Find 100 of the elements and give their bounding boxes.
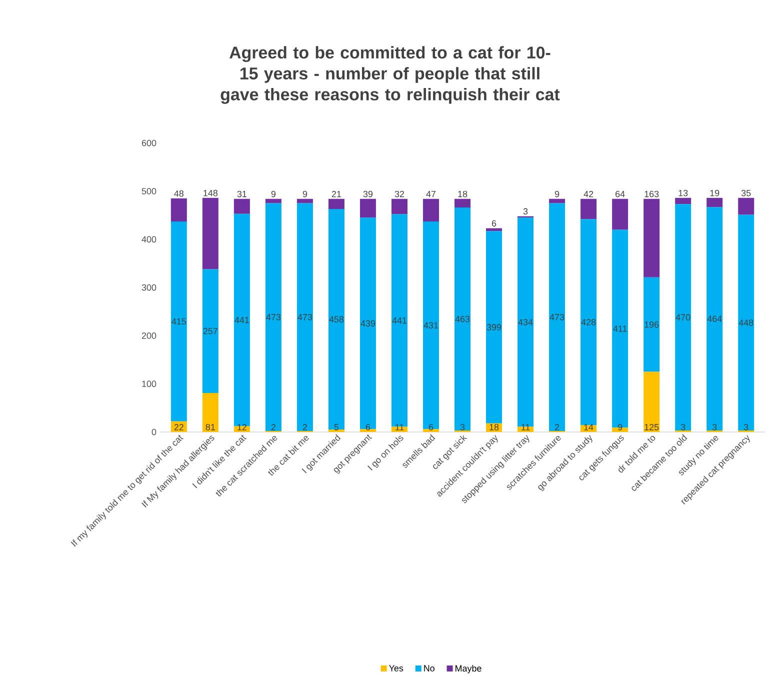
data-label: 18 — [458, 190, 468, 198]
y-tick-label: 300 — [142, 284, 156, 291]
bar — [170, 222, 187, 422]
data-label: 13 — [678, 190, 688, 196]
bar — [486, 231, 502, 424]
bar — [265, 203, 282, 432]
legend-label: No — [424, 665, 434, 672]
data-label: 163 — [644, 190, 659, 198]
data-label: 125 — [644, 424, 659, 430]
bar — [391, 198, 408, 214]
data-label: 9 — [554, 190, 560, 198]
data-label: 196 — [644, 321, 659, 328]
data-label: 19 — [710, 190, 720, 196]
data-label: 5 — [334, 424, 339, 430]
data-label: 3 — [523, 208, 528, 215]
bar — [644, 198, 660, 278]
data-label: 2 — [271, 424, 276, 430]
data-label: 18 — [490, 424, 499, 430]
bar — [644, 277, 660, 372]
data-label: 428 — [581, 319, 596, 326]
bar — [360, 218, 376, 430]
bar — [422, 198, 439, 222]
data-label: 257 — [203, 328, 218, 334]
data-label: 9 — [302, 190, 308, 198]
data-label: 399 — [486, 324, 502, 330]
bar — [675, 198, 692, 204]
bar — [296, 203, 313, 432]
chart-title: Agreed to be committed to a cat for 10-15 years - number of people that still gave these reasons to relinquish their cat — [220, 46, 560, 104]
data-label: 2 — [554, 424, 560, 430]
data-label: 31 — [237, 190, 246, 198]
bar — [580, 198, 597, 220]
bar — [549, 203, 566, 432]
legend-label: Yes — [389, 665, 404, 672]
data-label: 39 — [363, 190, 373, 198]
bar — [360, 198, 376, 218]
data-label: 463 — [455, 316, 470, 322]
bar — [454, 198, 471, 208]
data-label: 441 — [234, 316, 249, 324]
data-label: 3 — [744, 424, 748, 430]
data-label: 9 — [271, 190, 276, 198]
bar — [202, 198, 218, 270]
data-label: 148 — [204, 190, 218, 196]
bar — [202, 269, 218, 393]
data-label: 473 — [298, 314, 312, 320]
bar — [454, 208, 471, 431]
data-label: 411 — [613, 326, 627, 332]
bar — [738, 214, 754, 431]
data-label: 35 — [741, 190, 751, 196]
bar — [296, 198, 313, 204]
y-tick-label: 600 — [142, 140, 156, 146]
bar — [549, 198, 566, 204]
bar — [706, 198, 723, 208]
data-label: 473 — [266, 314, 281, 320]
bar — [170, 198, 187, 222]
bar — [644, 372, 660, 432]
data-label: 6 — [492, 220, 496, 227]
data-label: 470 — [676, 314, 690, 321]
bar — [580, 219, 597, 426]
bar — [422, 222, 439, 430]
bar — [328, 430, 344, 432]
data-label: 32 — [394, 190, 404, 198]
data-label: 6 — [366, 424, 370, 430]
bar — [234, 198, 250, 214]
bar — [202, 392, 218, 432]
y-tick-label: 400 — [142, 236, 156, 243]
y-tick-label: 0 — [152, 428, 156, 436]
data-label: 81 — [206, 424, 215, 430]
data-label: 21 — [332, 190, 342, 198]
bar — [738, 198, 754, 215]
data-label: 439 — [360, 320, 376, 327]
legend-label: Maybe — [456, 664, 482, 674]
bar — [422, 429, 439, 432]
data-label: 458 — [329, 316, 344, 322]
data-label: 473 — [550, 314, 564, 320]
data-label: 6 — [428, 424, 434, 430]
y-tick-label: 500 — [142, 188, 156, 194]
bar — [328, 198, 344, 209]
data-label: 47 — [426, 191, 436, 198]
data-label: 464 — [707, 316, 722, 322]
data-label: 22 — [174, 424, 184, 430]
data-label: 48 — [174, 190, 184, 197]
data-label: 448 — [738, 319, 754, 326]
data-label: 415 — [172, 318, 186, 325]
data-label: 64 — [616, 190, 625, 198]
data-label: 3 — [680, 424, 686, 430]
bar — [360, 429, 376, 432]
data-label: 441 — [392, 317, 407, 324]
bar — [706, 207, 723, 431]
bar — [675, 204, 692, 431]
data-label: 3 — [460, 424, 465, 430]
data-label: 2 — [302, 424, 307, 430]
y-tick-label: 100 — [142, 380, 156, 388]
data-label: 434 — [518, 319, 533, 326]
bar — [612, 198, 628, 230]
bar — [265, 198, 282, 204]
data-label: 3 — [712, 424, 717, 430]
y-tick-label: 200 — [142, 332, 156, 339]
bar — [328, 208, 344, 430]
data-label: 431 — [424, 322, 438, 328]
data-label: 42 — [584, 190, 594, 198]
